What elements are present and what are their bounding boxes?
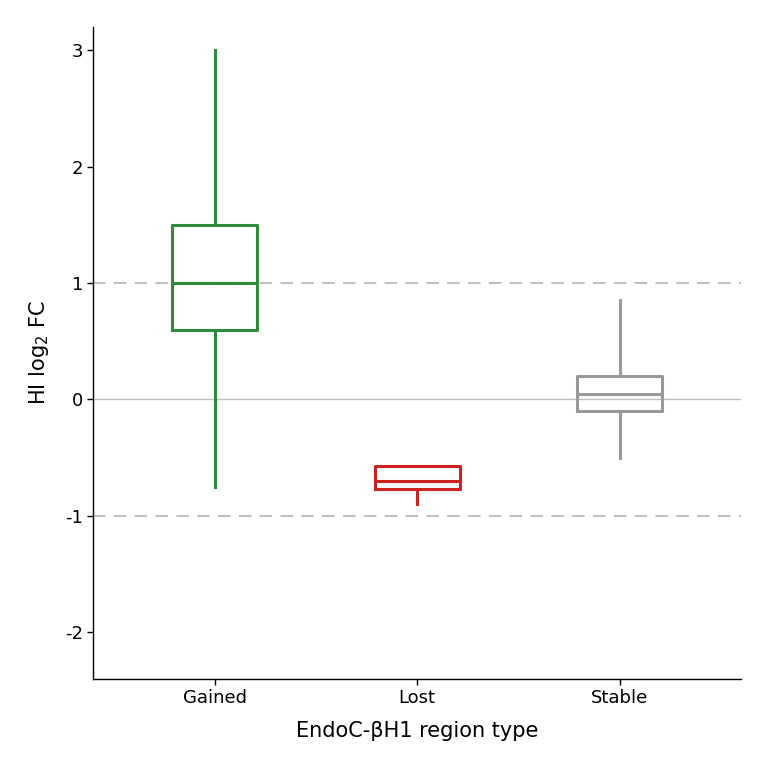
Y-axis label: HI log$_2$ FC: HI log$_2$ FC [27, 300, 51, 405]
X-axis label: EndoC-βH1 region type: EndoC-βH1 region type [296, 721, 538, 741]
